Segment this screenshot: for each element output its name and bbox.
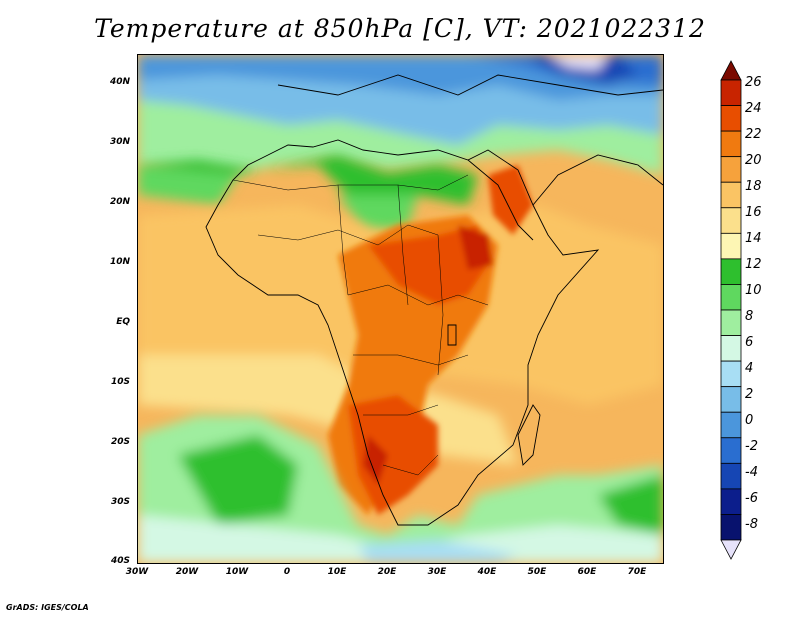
colorbar-segment — [720, 335, 742, 362]
lon-label: 20E — [377, 567, 397, 577]
lat-label: 30S — [110, 497, 130, 507]
lon-label: 20W — [175, 567, 199, 577]
colorbar-segment — [720, 462, 742, 490]
colorbar-tick-label: 10 — [745, 283, 762, 298]
coastlines — [205, 74, 663, 526]
lon-label: 40E — [477, 567, 497, 577]
lat-label: 10N — [109, 257, 130, 267]
colorbar-tick-label: 26 — [745, 75, 762, 90]
colorbar-tick-label: -8 — [745, 517, 758, 532]
colorbar-tick-label: -2 — [745, 439, 758, 454]
colorbar — [720, 60, 742, 560]
colorbar-tick-label: 12 — [745, 257, 762, 272]
lat-label: 20N — [109, 197, 130, 207]
colorbar-tick-label: 0 — [745, 413, 754, 428]
lon-label: 30E — [427, 567, 447, 577]
colorbar-segment — [720, 105, 742, 132]
north-cold-field — [138, 55, 663, 175]
colorbar-tick-label: 8 — [745, 309, 754, 324]
colorbar-tick-label: 18 — [745, 179, 762, 194]
colorbar-tick-label: 16 — [745, 205, 762, 220]
temperature-map — [137, 54, 664, 564]
country-borders — [232, 174, 489, 476]
colorbar-tick-label: -6 — [745, 491, 758, 506]
lon-label: 0 — [283, 567, 291, 577]
lat-label: 20S — [110, 437, 130, 447]
colorbar-tick-label: 2 — [745, 387, 754, 402]
colorbar-segment — [720, 309, 742, 336]
colorbar-segment — [720, 130, 742, 158]
colorbar-segment — [720, 207, 742, 234]
lon-label: 10W — [225, 567, 249, 577]
lon-label: 50E — [527, 567, 547, 577]
lat-label: 40S — [110, 556, 130, 566]
colorbar-segment — [720, 79, 742, 106]
colorbar-segment — [720, 258, 742, 285]
colorbar-segment — [720, 181, 742, 209]
lon-label: 60E — [577, 567, 597, 577]
lon-label: 30W — [125, 567, 149, 577]
hot-interior-field — [328, 165, 533, 515]
lon-label: 10E — [327, 567, 347, 577]
colorbar-segment — [720, 514, 742, 541]
colorbar-segment — [720, 539, 742, 560]
lat-label: EQ — [116, 317, 130, 327]
map-canvas — [138, 55, 663, 563]
colorbar-tick-label: 22 — [745, 127, 762, 142]
chart-title: Temperature at 850hPa [C], VT: 202102231… — [94, 14, 706, 43]
colorbar-segment — [720, 60, 742, 81]
colorbar-segment — [720, 437, 742, 464]
colorbar-tick-label: 24 — [745, 101, 762, 116]
colorbar-segment — [720, 386, 742, 413]
lat-label: 40N — [109, 77, 130, 87]
colorbar-segment — [720, 284, 742, 311]
colorbar-segment — [720, 411, 742, 439]
lat-label: 10S — [110, 377, 130, 387]
colorbar-segment — [720, 156, 742, 183]
colorbar-tick-label: 14 — [745, 231, 762, 246]
colorbar-tick-label: 4 — [745, 361, 754, 376]
colorbar-tick-label: -4 — [745, 465, 758, 480]
colorbar-segment — [720, 488, 742, 515]
lon-label: 70E — [627, 567, 647, 577]
south-cold-field — [138, 415, 663, 563]
credit-text: GrADS: IGES/COLA — [6, 603, 89, 612]
colorbar-tick-label: 20 — [745, 153, 762, 168]
lat-label: 30N — [109, 137, 130, 147]
colorbar-segment — [720, 360, 742, 388]
colorbar-segment — [720, 232, 742, 260]
colorbar-tick-label: 6 — [745, 335, 754, 350]
